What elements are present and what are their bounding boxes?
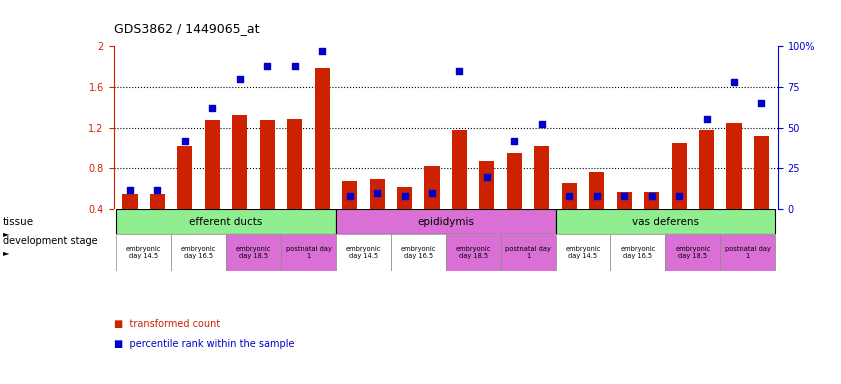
- Bar: [556, 209, 775, 235]
- Bar: [226, 235, 281, 271]
- Point: [617, 193, 631, 199]
- Bar: [342, 180, 357, 209]
- Text: embryonic
day 16.5: embryonic day 16.5: [181, 246, 216, 259]
- Bar: [150, 194, 165, 209]
- Bar: [260, 121, 275, 209]
- Text: vas deferens: vas deferens: [632, 217, 699, 227]
- Text: ■  transformed count: ■ transformed count: [114, 319, 220, 329]
- Point: [398, 193, 411, 199]
- Bar: [205, 121, 220, 209]
- Text: embryonic
day 16.5: embryonic day 16.5: [620, 246, 656, 259]
- Bar: [754, 136, 769, 209]
- Point: [206, 105, 220, 111]
- Bar: [720, 235, 775, 271]
- Bar: [116, 235, 172, 271]
- Bar: [590, 172, 605, 209]
- Text: embryonic
day 18.5: embryonic day 18.5: [675, 246, 711, 259]
- Text: postnatal day
1: postnatal day 1: [505, 246, 551, 259]
- Bar: [452, 130, 467, 209]
- Text: postnatal day
1: postnatal day 1: [725, 246, 770, 259]
- Bar: [287, 119, 302, 209]
- Bar: [699, 130, 714, 209]
- Text: GDS3862 / 1449065_at: GDS3862 / 1449065_at: [114, 22, 259, 35]
- Bar: [391, 235, 446, 271]
- Point: [343, 193, 357, 199]
- Point: [563, 193, 576, 199]
- Text: postnatal day
1: postnatal day 1: [286, 246, 331, 259]
- Text: efferent ducts: efferent ducts: [189, 217, 262, 227]
- Point: [480, 174, 494, 180]
- Bar: [446, 235, 500, 271]
- Bar: [177, 146, 193, 209]
- Bar: [611, 235, 665, 271]
- Bar: [479, 161, 495, 209]
- Text: embryonic
day 14.5: embryonic day 14.5: [565, 246, 600, 259]
- Point: [288, 63, 301, 69]
- Text: epididymis: epididymis: [417, 217, 474, 227]
- Text: ■  percentile rank within the sample: ■ percentile rank within the sample: [114, 339, 294, 349]
- Bar: [425, 166, 440, 209]
- Text: tissue: tissue: [3, 217, 34, 227]
- Bar: [315, 68, 330, 209]
- Bar: [556, 235, 611, 271]
- Point: [645, 193, 659, 199]
- Point: [426, 190, 439, 196]
- Point: [508, 137, 521, 144]
- Bar: [665, 235, 720, 271]
- Text: development stage: development stage: [3, 236, 98, 246]
- Point: [233, 76, 246, 82]
- Bar: [727, 122, 742, 209]
- Bar: [507, 153, 522, 209]
- Point: [178, 137, 192, 144]
- Bar: [336, 235, 391, 271]
- Point: [727, 79, 741, 85]
- Point: [535, 121, 548, 127]
- Point: [452, 68, 466, 74]
- Bar: [232, 115, 247, 209]
- Bar: [534, 146, 549, 209]
- Bar: [397, 187, 412, 209]
- Text: embryonic
day 14.5: embryonic day 14.5: [346, 246, 381, 259]
- Point: [370, 190, 383, 196]
- Text: embryonic
day 18.5: embryonic day 18.5: [235, 246, 272, 259]
- Bar: [172, 235, 226, 271]
- Point: [124, 187, 137, 193]
- Bar: [616, 192, 632, 209]
- Bar: [123, 194, 138, 209]
- Text: ►: ►: [3, 248, 9, 257]
- Point: [151, 187, 164, 193]
- Bar: [562, 183, 577, 209]
- Point: [672, 193, 685, 199]
- Bar: [369, 179, 384, 209]
- Point: [700, 116, 713, 122]
- Point: [590, 193, 604, 199]
- Bar: [672, 143, 686, 209]
- Point: [315, 48, 329, 54]
- Bar: [281, 235, 336, 271]
- Bar: [336, 209, 556, 235]
- Text: embryonic
day 16.5: embryonic day 16.5: [400, 246, 436, 259]
- Point: [754, 100, 768, 106]
- Bar: [500, 235, 556, 271]
- Text: embryonic
day 14.5: embryonic day 14.5: [126, 246, 161, 259]
- Bar: [644, 192, 659, 209]
- Bar: [116, 209, 336, 235]
- Text: ►: ►: [3, 229, 9, 238]
- Point: [261, 63, 274, 69]
- Text: embryonic
day 18.5: embryonic day 18.5: [456, 246, 491, 259]
